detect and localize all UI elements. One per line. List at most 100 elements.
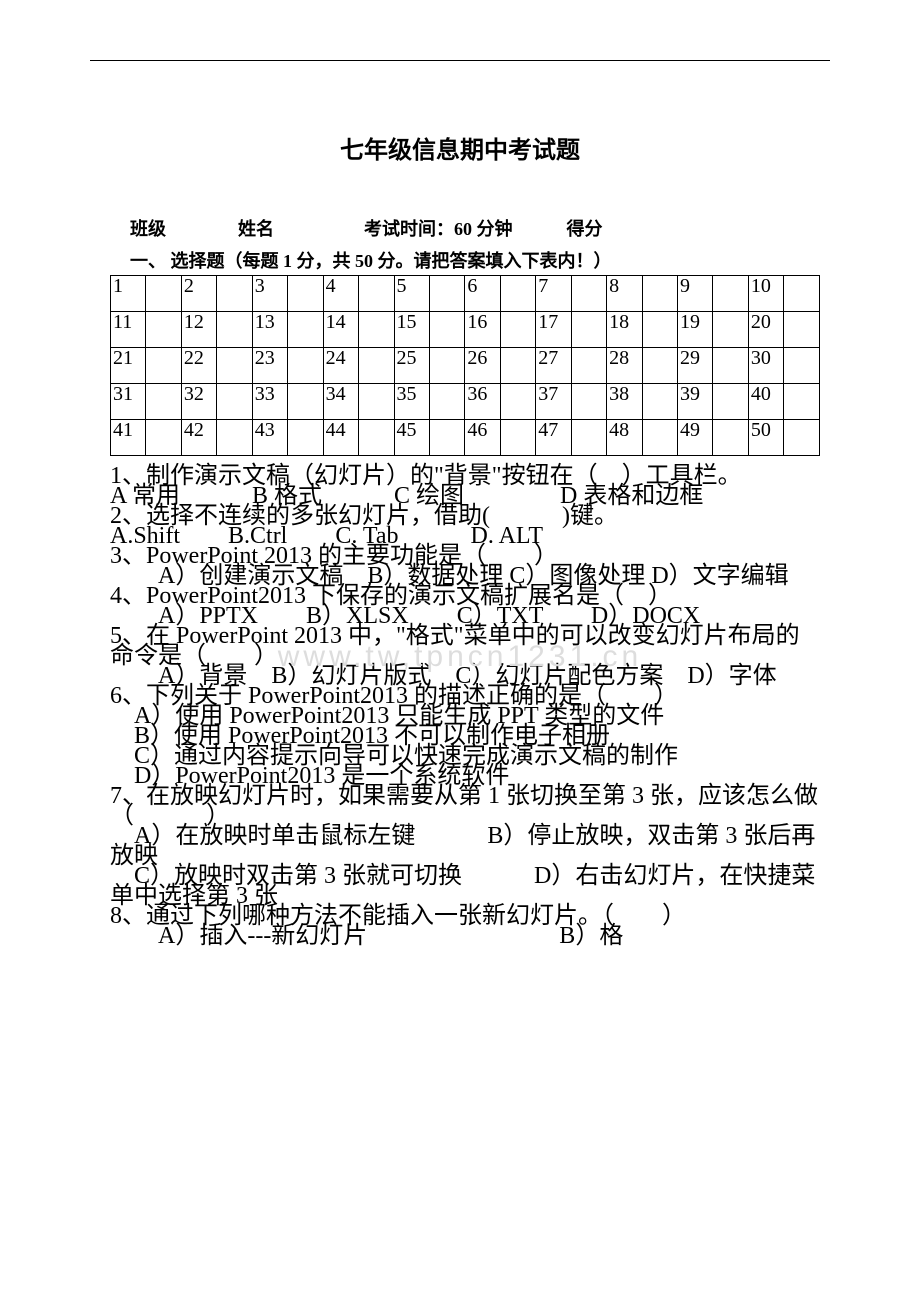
answer-blank [500, 420, 535, 456]
answer-blank [713, 384, 748, 420]
answer-cell: 16 [465, 312, 500, 348]
answer-cell: 15 [394, 312, 429, 348]
answer-blank [571, 276, 606, 312]
answer-cell: 3 [252, 276, 287, 312]
answer-blank [642, 348, 677, 384]
answer-blank [642, 312, 677, 348]
page-title: 七年级信息期中考试题 [90, 130, 830, 165]
table-row: 31 32 33 34 35 36 37 38 39 40 [111, 384, 820, 420]
answer-cell: 26 [465, 348, 500, 384]
question-5: 5、在 PowerPoint 2013 中，"格式"菜单中的可以改变幻灯片布局的… [110, 626, 820, 666]
answer-blank [217, 276, 252, 312]
answer-cell: 21 [111, 348, 146, 384]
answer-cell: 28 [607, 348, 642, 384]
questions-block: 1、制作演示文稿（幻灯片）的"背景"按钮在（ ）工具栏。 A 常用 B 格式 C… [110, 466, 820, 946]
answer-blank [288, 420, 323, 456]
answer-cell: 27 [536, 348, 571, 384]
answer-blank [146, 276, 181, 312]
answer-blank [713, 276, 748, 312]
answer-blank [217, 312, 252, 348]
question-7-options-ab: A）在放映时单击鼠标左键 B）停止放映，双击第 3 张后再放映 [110, 826, 820, 866]
answer-blank [713, 348, 748, 384]
answer-blank [571, 420, 606, 456]
answer-cell: 19 [678, 312, 713, 348]
answer-cell: 38 [607, 384, 642, 420]
question-7: 7、在放映幻灯片时，如果需要从第 1 张切换至第 3 张，应该怎么做（ ） [110, 786, 820, 826]
answer-cell: 23 [252, 348, 287, 384]
table-row: 41 42 43 44 45 46 47 48 49 50 [111, 420, 820, 456]
answer-blank [500, 348, 535, 384]
answer-blank [146, 384, 181, 420]
answer-cell: 17 [536, 312, 571, 348]
answer-cell: 31 [111, 384, 146, 420]
answer-cell: 48 [607, 420, 642, 456]
answer-blank [429, 348, 464, 384]
answer-blank [359, 348, 394, 384]
answer-cell: 43 [252, 420, 287, 456]
answer-blank [288, 312, 323, 348]
answer-blank [571, 348, 606, 384]
answer-cell: 7 [536, 276, 571, 312]
answer-cell: 25 [394, 348, 429, 384]
answer-cell: 42 [181, 420, 216, 456]
answer-cell: 11 [111, 312, 146, 348]
answer-cell: 44 [323, 420, 358, 456]
table-row: 21 22 23 24 25 26 27 28 29 30 [111, 348, 820, 384]
answer-blank [642, 420, 677, 456]
answer-cell: 22 [181, 348, 216, 384]
answer-cell: 39 [678, 384, 713, 420]
answer-blank [146, 312, 181, 348]
answer-cell: 45 [394, 420, 429, 456]
answer-blank [429, 420, 464, 456]
answer-cell: 6 [465, 276, 500, 312]
answer-cell: 18 [607, 312, 642, 348]
answer-cell: 40 [748, 384, 783, 420]
answer-cell: 1 [111, 276, 146, 312]
answer-cell: 13 [252, 312, 287, 348]
answer-blank [642, 384, 677, 420]
exam-header-line: 班级 姓名 考试时间：60 分钟 得分 [90, 215, 830, 241]
answer-blank [217, 384, 252, 420]
answer-blank [784, 420, 820, 456]
answer-cell: 24 [323, 348, 358, 384]
answer-blank [784, 348, 820, 384]
table-row: 11 12 13 14 15 16 17 18 19 20 [111, 312, 820, 348]
answer-blank [429, 312, 464, 348]
answer-blank [571, 384, 606, 420]
answer-cell: 33 [252, 384, 287, 420]
answer-blank [429, 276, 464, 312]
answer-cell: 8 [607, 276, 642, 312]
answer-blank [500, 384, 535, 420]
answer-cell: 14 [323, 312, 358, 348]
table-row: 1 2 3 4 5 6 7 8 9 10 [111, 276, 820, 312]
answer-blank [500, 312, 535, 348]
answer-cell: 34 [323, 384, 358, 420]
answer-blank [429, 384, 464, 420]
answer-cell: 9 [678, 276, 713, 312]
answer-blank [288, 276, 323, 312]
answer-blank [217, 420, 252, 456]
answer-grid-table: 1 2 3 4 5 6 7 8 9 10 11 12 13 14 15 16 1… [110, 275, 820, 456]
answer-blank [288, 384, 323, 420]
answer-blank [359, 384, 394, 420]
answer-blank [146, 420, 181, 456]
answer-cell: 41 [111, 420, 146, 456]
answer-cell: 10 [748, 276, 783, 312]
answer-cell: 20 [748, 312, 783, 348]
answer-blank [359, 312, 394, 348]
answer-blank [571, 312, 606, 348]
answer-cell: 36 [465, 384, 500, 420]
answer-blank [713, 420, 748, 456]
answer-cell: 46 [465, 420, 500, 456]
answer-blank [500, 276, 535, 312]
answer-cell: 47 [536, 420, 571, 456]
answer-cell: 2 [181, 276, 216, 312]
answer-cell: 29 [678, 348, 713, 384]
answer-blank [359, 420, 394, 456]
answer-cell: 4 [323, 276, 358, 312]
answer-cell: 49 [678, 420, 713, 456]
answer-blank [359, 276, 394, 312]
answer-blank [146, 348, 181, 384]
answer-blank [713, 312, 748, 348]
answer-cell: 32 [181, 384, 216, 420]
